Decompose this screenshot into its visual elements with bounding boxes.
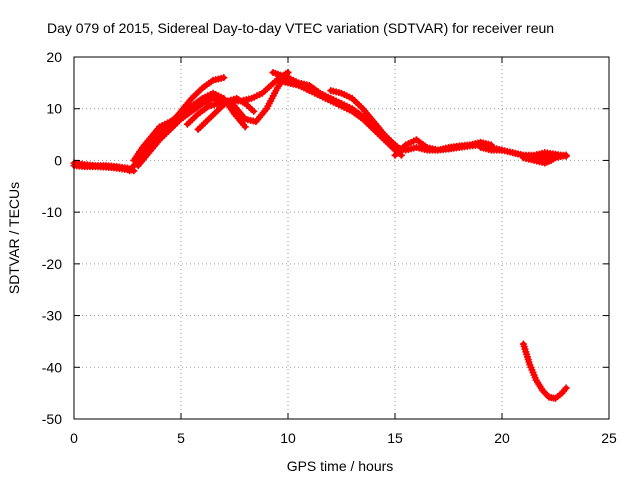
- y-tick-label: -10: [42, 204, 62, 220]
- data-point: [562, 151, 570, 159]
- ticks: 0 5 10 15 20 25 20 10 0 -10 -20 -30 -40 -50: [42, 49, 617, 446]
- x-tick-label: 20: [494, 430, 510, 446]
- y-tick-label: 10: [46, 101, 62, 117]
- y-tick-label: -40: [42, 359, 62, 375]
- y-tick-label: -20: [42, 256, 62, 272]
- x-tick-label: 0: [70, 430, 78, 446]
- series-arc-rise-5: [194, 94, 258, 133]
- y-tick-label: 0: [54, 152, 62, 168]
- data-series: [70, 69, 570, 402]
- y-tick-label: -50: [42, 411, 62, 427]
- x-axis-label: GPS time / hours: [287, 458, 394, 474]
- series-arc-late-3: [519, 151, 570, 167]
- x-tick-label: 15: [387, 430, 403, 446]
- chart-title: Day 079 of 2015, Sidereal Day-to-day VTE…: [47, 20, 554, 36]
- series-arc-outlier: [519, 340, 570, 402]
- series-band: [135, 70, 291, 169]
- x-tick-label: 5: [177, 430, 185, 446]
- plot-frame: [73, 56, 610, 420]
- series-arc-early-2: [70, 162, 131, 174]
- data-point: [250, 107, 258, 115]
- series-arc-mid-2: [273, 76, 403, 154]
- data-point: [241, 123, 249, 131]
- x-tick-label: 10: [280, 430, 296, 446]
- x-tick-label: 25: [601, 430, 617, 446]
- data-point: [562, 384, 570, 392]
- series-arc-mid-5: [391, 138, 495, 154]
- y-tick-label: 20: [46, 49, 62, 65]
- y-axis-label: SDTVAR / TECUs: [6, 182, 22, 294]
- y-tick-label: -30: [42, 308, 62, 324]
- data-point: [220, 74, 228, 82]
